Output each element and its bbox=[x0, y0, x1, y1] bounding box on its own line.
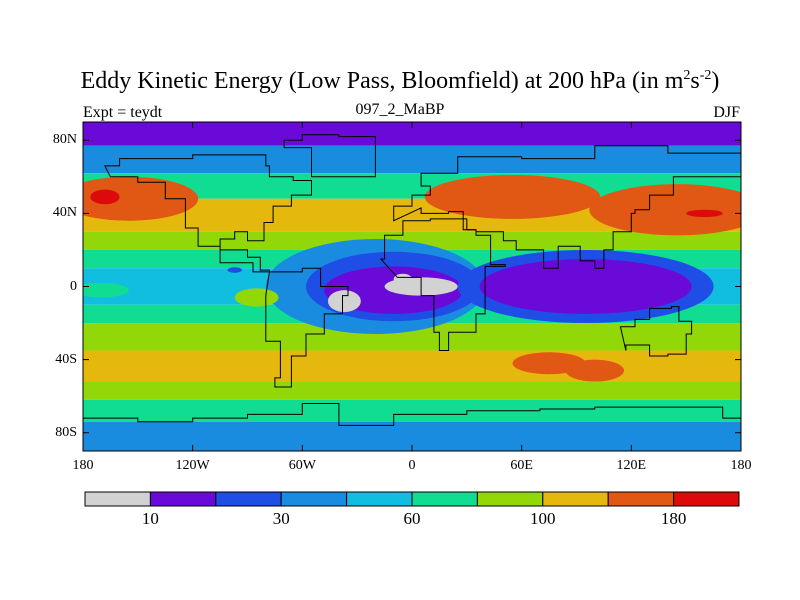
y-tick-label: 40N bbox=[52, 205, 77, 221]
contour-feature-14 bbox=[479, 259, 692, 314]
x-tick-label: 180 bbox=[72, 458, 94, 473]
x-tick-label: 60W bbox=[288, 458, 316, 473]
contour-feature-16 bbox=[234, 288, 279, 307]
contour-feature-2 bbox=[424, 175, 601, 219]
contour-feature-12 bbox=[393, 273, 412, 285]
x-tick-label: 0 bbox=[408, 458, 416, 473]
x-tick-label: 120W bbox=[175, 458, 210, 473]
coastline-2 bbox=[265, 267, 349, 388]
colorbar-swatch-7 bbox=[542, 491, 609, 507]
colorbar-swatch-9 bbox=[673, 491, 740, 507]
y-tick-label: 80N bbox=[52, 132, 77, 148]
y-tick-label: 40S bbox=[55, 351, 77, 367]
coastline-1 bbox=[283, 134, 376, 178]
colorbar bbox=[84, 491, 740, 507]
coastline-5 bbox=[619, 306, 693, 357]
y-tick-label: 0 bbox=[70, 278, 77, 294]
experiment-label: Expt = teydt bbox=[83, 104, 163, 121]
coastline-6 bbox=[83, 403, 741, 426]
colorbar-swatch-1 bbox=[149, 491, 217, 507]
contour-feature-0 bbox=[83, 176, 199, 221]
colorbar-swatch-4 bbox=[346, 491, 413, 507]
coastline-3 bbox=[379, 218, 506, 351]
zonal-band-10 bbox=[83, 381, 741, 400]
season-label: DJF bbox=[713, 104, 740, 121]
zonal-band-11 bbox=[83, 399, 741, 422]
chart-title: Eddy Kinetic Energy (Low Pass, Bloomfiel… bbox=[80, 68, 720, 94]
y-tick-label: 80S bbox=[55, 424, 77, 440]
coastline-0 bbox=[104, 154, 312, 273]
contour-feature-10 bbox=[327, 290, 361, 313]
colorbar-swatch-6 bbox=[476, 491, 544, 507]
colorbar-swatch-2 bbox=[215, 491, 282, 507]
colorbar-swatch-3 bbox=[280, 491, 348, 507]
colorbar-label: 180 bbox=[660, 509, 687, 528]
colorbar-label: 30 bbox=[272, 509, 290, 528]
colorbar-label: 100 bbox=[530, 509, 556, 528]
contour-feature-6 bbox=[565, 359, 625, 382]
contour-feature-1 bbox=[90, 189, 120, 205]
run-label: 097_2_MaBP bbox=[355, 101, 445, 118]
contour-feature-15 bbox=[83, 282, 129, 298]
colorbar-swatch-0 bbox=[84, 491, 151, 507]
x-tick-label: 180 bbox=[730, 458, 752, 473]
zonal-band-0 bbox=[83, 122, 741, 146]
x-tick-label: 60E bbox=[510, 458, 533, 473]
colorbar-swatch-8 bbox=[607, 491, 675, 507]
coastline-4 bbox=[393, 145, 741, 269]
contour-feature-4 bbox=[686, 209, 723, 218]
colorbar-label: 60 bbox=[403, 509, 421, 528]
colorbar-swatch-5 bbox=[411, 491, 478, 507]
zonal-band-1 bbox=[83, 145, 741, 174]
contour-field bbox=[83, 122, 741, 451]
contour-feature-3 bbox=[589, 184, 741, 236]
coastline-layer bbox=[83, 134, 741, 426]
zonal-band-9 bbox=[83, 350, 741, 382]
axes bbox=[82, 121, 742, 452]
contour-feature-17 bbox=[227, 267, 243, 273]
x-tick-label: 120E bbox=[616, 458, 647, 473]
colorbar-label: 10 bbox=[141, 509, 159, 528]
